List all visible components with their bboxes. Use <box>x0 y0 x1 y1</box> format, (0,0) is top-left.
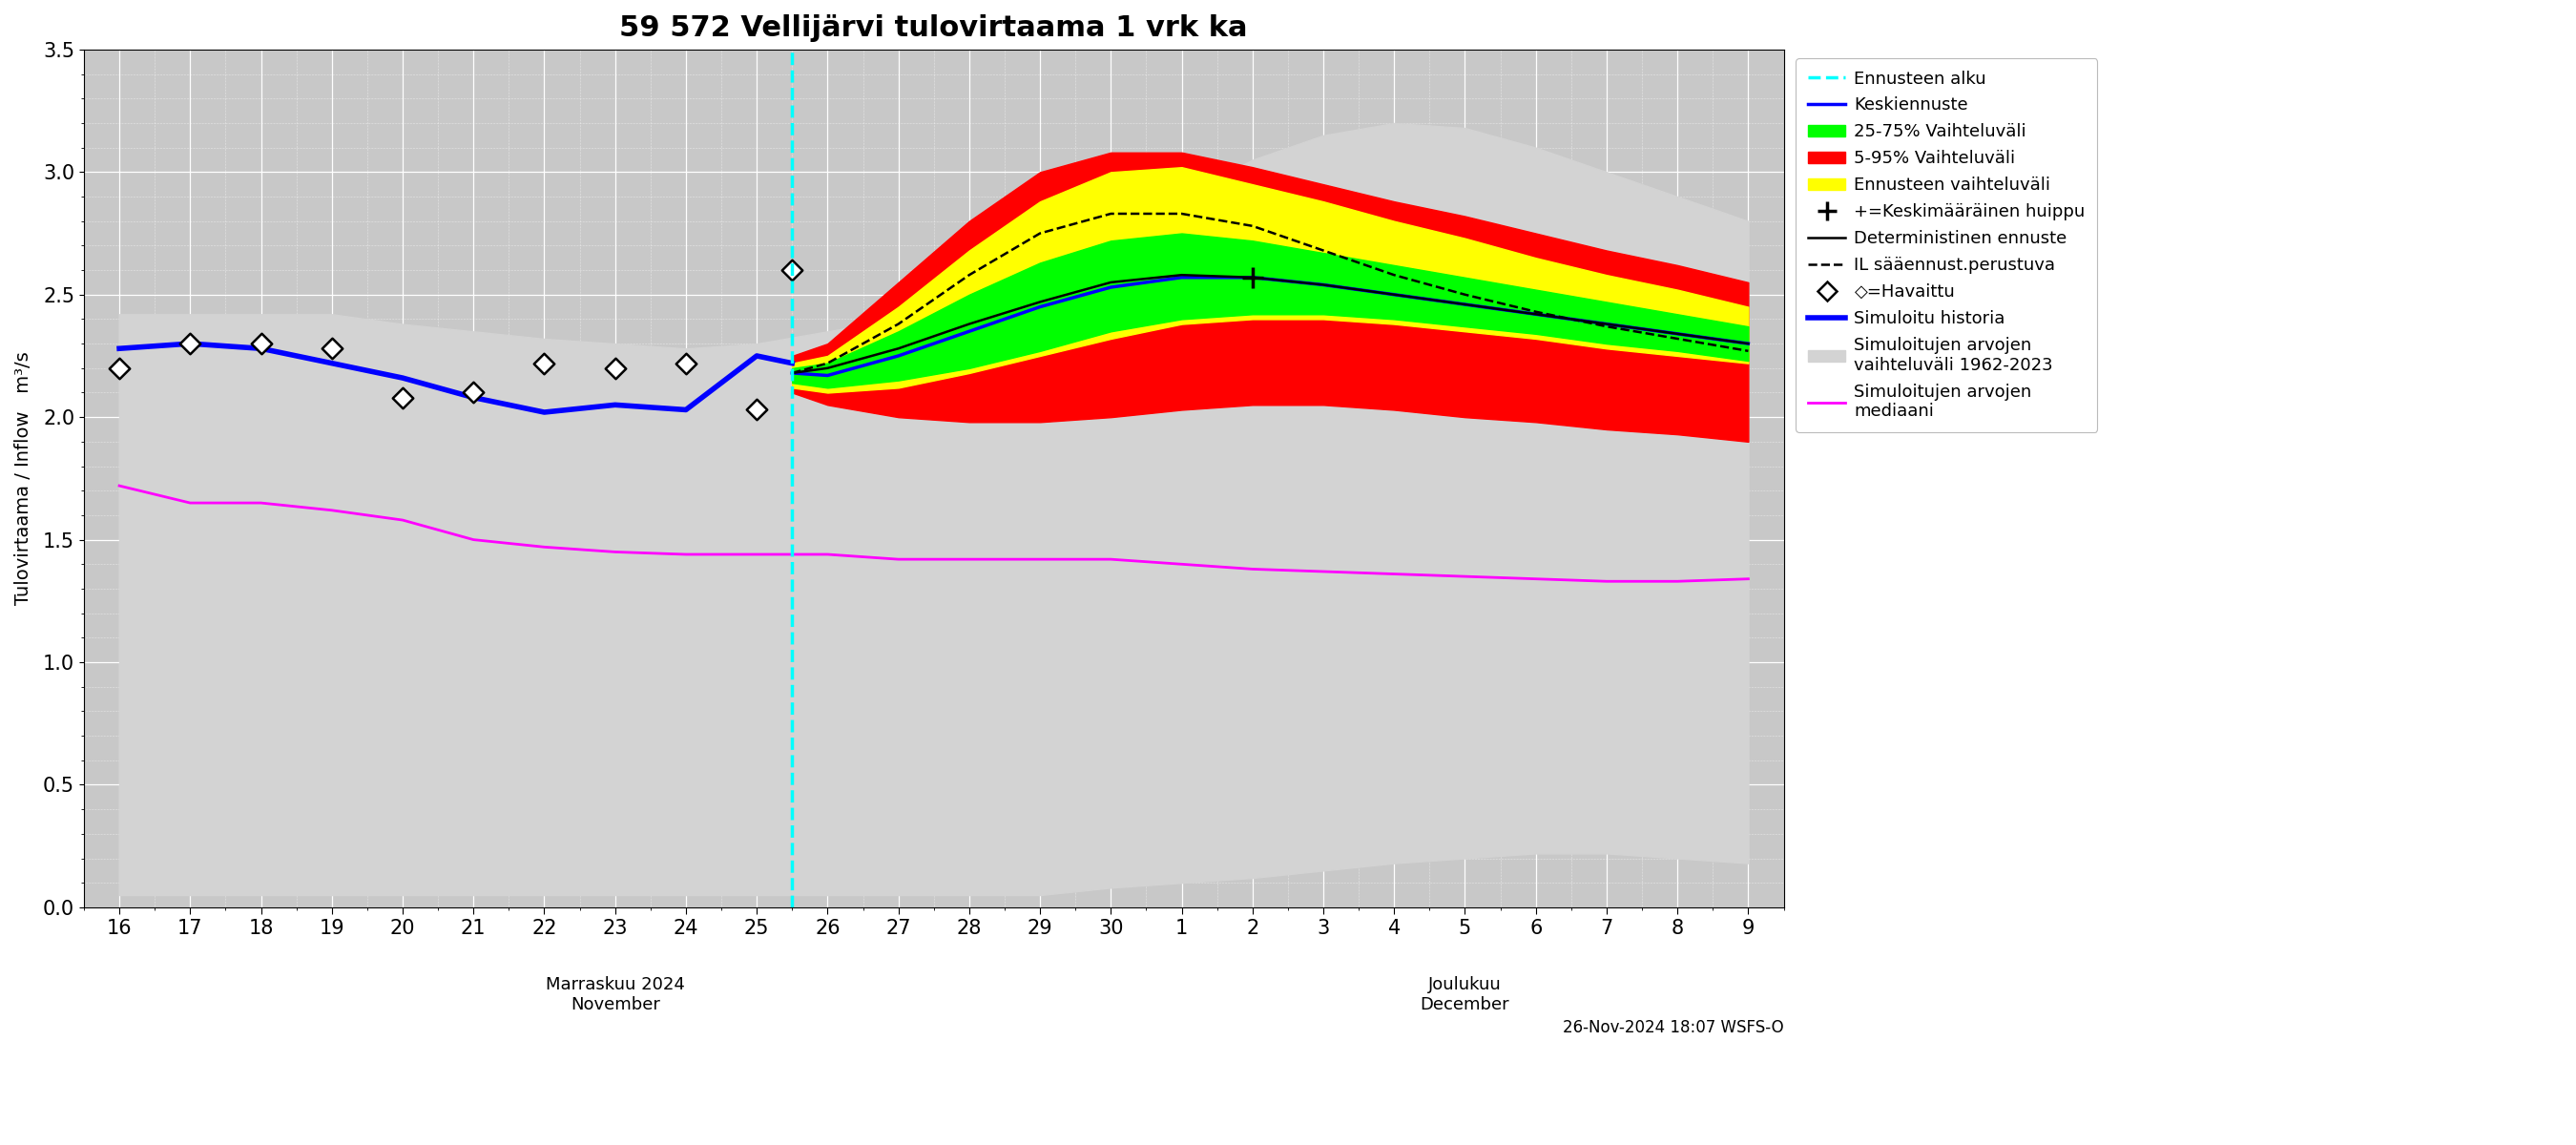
Point <box>737 401 778 419</box>
Text: 26-Nov-2024 18:07 WSFS-O: 26-Nov-2024 18:07 WSFS-O <box>1564 1019 1783 1036</box>
Point <box>523 354 564 372</box>
Title: 59 572 Vellijärvi tulovirtaama 1 vrk ka: 59 572 Vellijärvi tulovirtaama 1 vrk ka <box>621 14 1247 42</box>
Point <box>312 339 353 357</box>
Point <box>240 334 281 353</box>
Point <box>170 334 211 353</box>
Point <box>98 358 139 377</box>
Point <box>773 261 814 279</box>
Point <box>453 384 495 402</box>
Y-axis label: Tulovirtaama / Inflow   m³/s: Tulovirtaama / Inflow m³/s <box>15 352 33 606</box>
Legend: Ennusteen alku, Keskiennuste, 25-75% Vaihteluväli, 5-95% Vaihteluväli, Ennusteen: Ennusteen alku, Keskiennuste, 25-75% Vai… <box>1795 58 2097 433</box>
Point <box>381 388 422 406</box>
Text: Joulukuu
December: Joulukuu December <box>1419 977 1510 1013</box>
Point <box>595 358 636 377</box>
Text: Marraskuu 2024
November: Marraskuu 2024 November <box>546 977 685 1013</box>
Point <box>665 354 706 372</box>
